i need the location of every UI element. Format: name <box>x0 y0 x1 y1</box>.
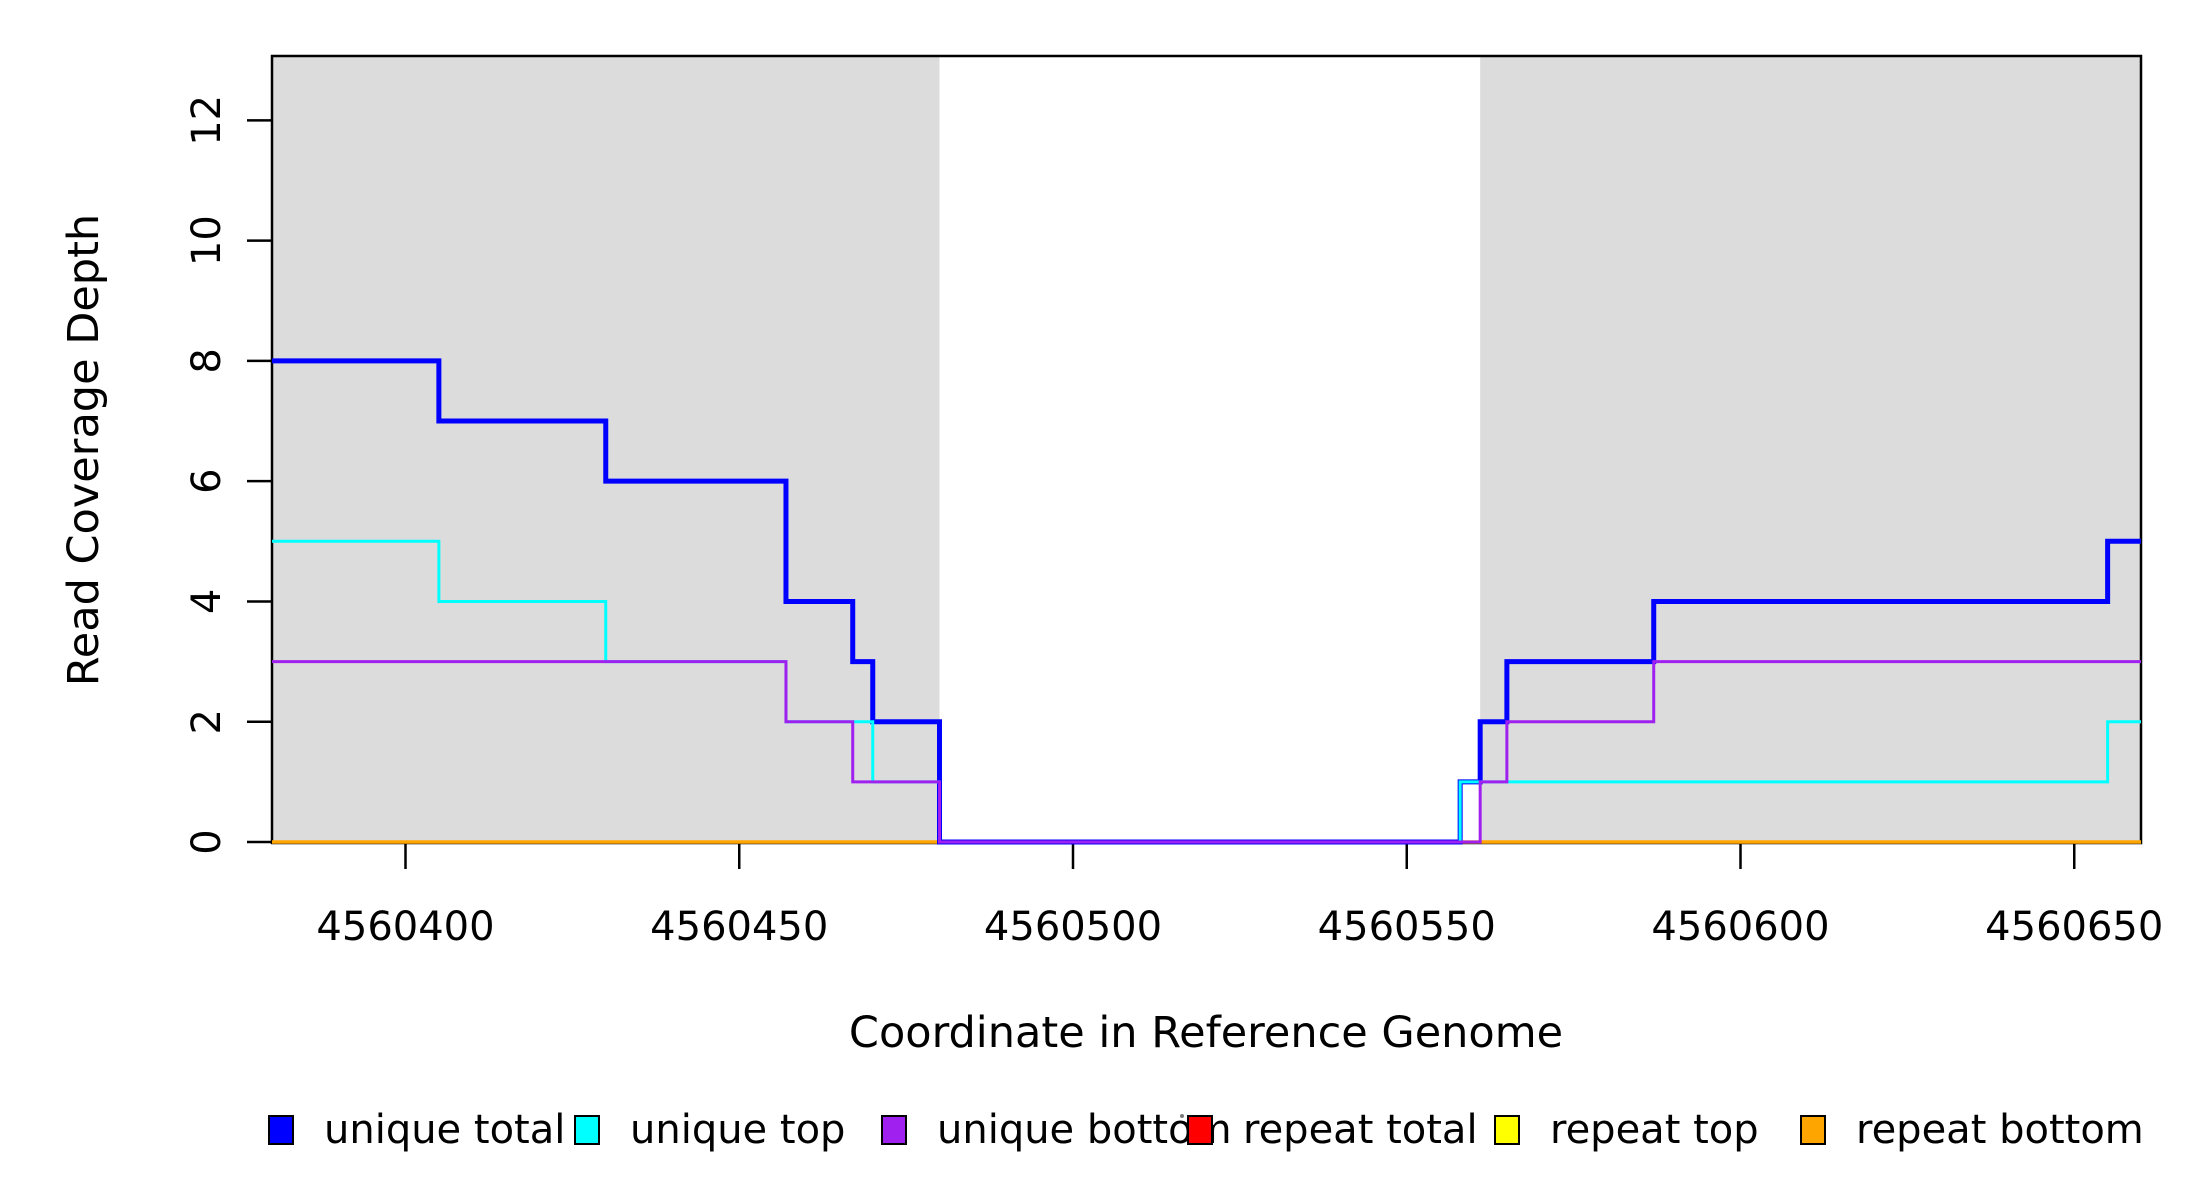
legend-item-repeat-top: repeat top <box>1494 1106 1759 1154</box>
legend-swatch-icon <box>268 1115 294 1145</box>
y-tick-label: 2 <box>184 709 230 734</box>
legend-label: unique total <box>324 1107 566 1153</box>
y-tick-label: 4 <box>184 589 230 614</box>
y-axis-title: Read Coverage Depth <box>59 213 109 687</box>
series-unique-bottom <box>272 660 2141 844</box>
x-tick-label: 4560450 <box>650 904 828 950</box>
y-tick-label: 0 <box>184 829 230 854</box>
y-tick-label: 10 <box>184 215 230 266</box>
stray-dot <box>1180 1114 1184 1118</box>
x-tick-label: 4560600 <box>1651 904 1829 950</box>
legend-swatch-icon <box>1494 1115 1520 1145</box>
legend-swatch-icon <box>881 1115 907 1145</box>
y-tick-label: 12 <box>184 95 230 146</box>
y-tick-label: 8 <box>184 348 230 373</box>
legend-label: unique top <box>630 1107 846 1153</box>
shaded-region-2 <box>1480 56 2141 843</box>
series-unique-top <box>272 539 2141 844</box>
legend-swatch-icon <box>1800 1115 1826 1145</box>
legend-swatch-icon <box>574 1115 600 1145</box>
x-tick-label: 4560500 <box>984 904 1162 950</box>
legend-label: repeat total <box>1243 1107 1478 1153</box>
x-axis-title: Coordinate in Reference Genome <box>848 1008 1564 1058</box>
legend-item-unique-total: unique total <box>268 1106 565 1154</box>
x-tick-label: 4560400 <box>316 904 494 950</box>
legend-item-unique-top: unique top <box>574 1106 845 1154</box>
legend-item-repeat-bottom: repeat bottom <box>1800 1106 2144 1154</box>
y-tick-label: 6 <box>184 468 230 493</box>
legend: unique total unique top unique bottom repea… <box>0 1106 2200 1156</box>
legend-label: repeat top <box>1550 1107 1759 1153</box>
x-tick-label: 4560550 <box>1318 904 1496 950</box>
x-tick-label: 4560650 <box>1985 904 2163 950</box>
legend-swatch-icon <box>1187 1115 1213 1145</box>
legend-item-repeat-total: repeat total <box>1187 1106 1478 1154</box>
legend-item-unique-bottom: unique bottom <box>881 1106 1232 1154</box>
legend-label: repeat bottom <box>1856 1107 2144 1153</box>
